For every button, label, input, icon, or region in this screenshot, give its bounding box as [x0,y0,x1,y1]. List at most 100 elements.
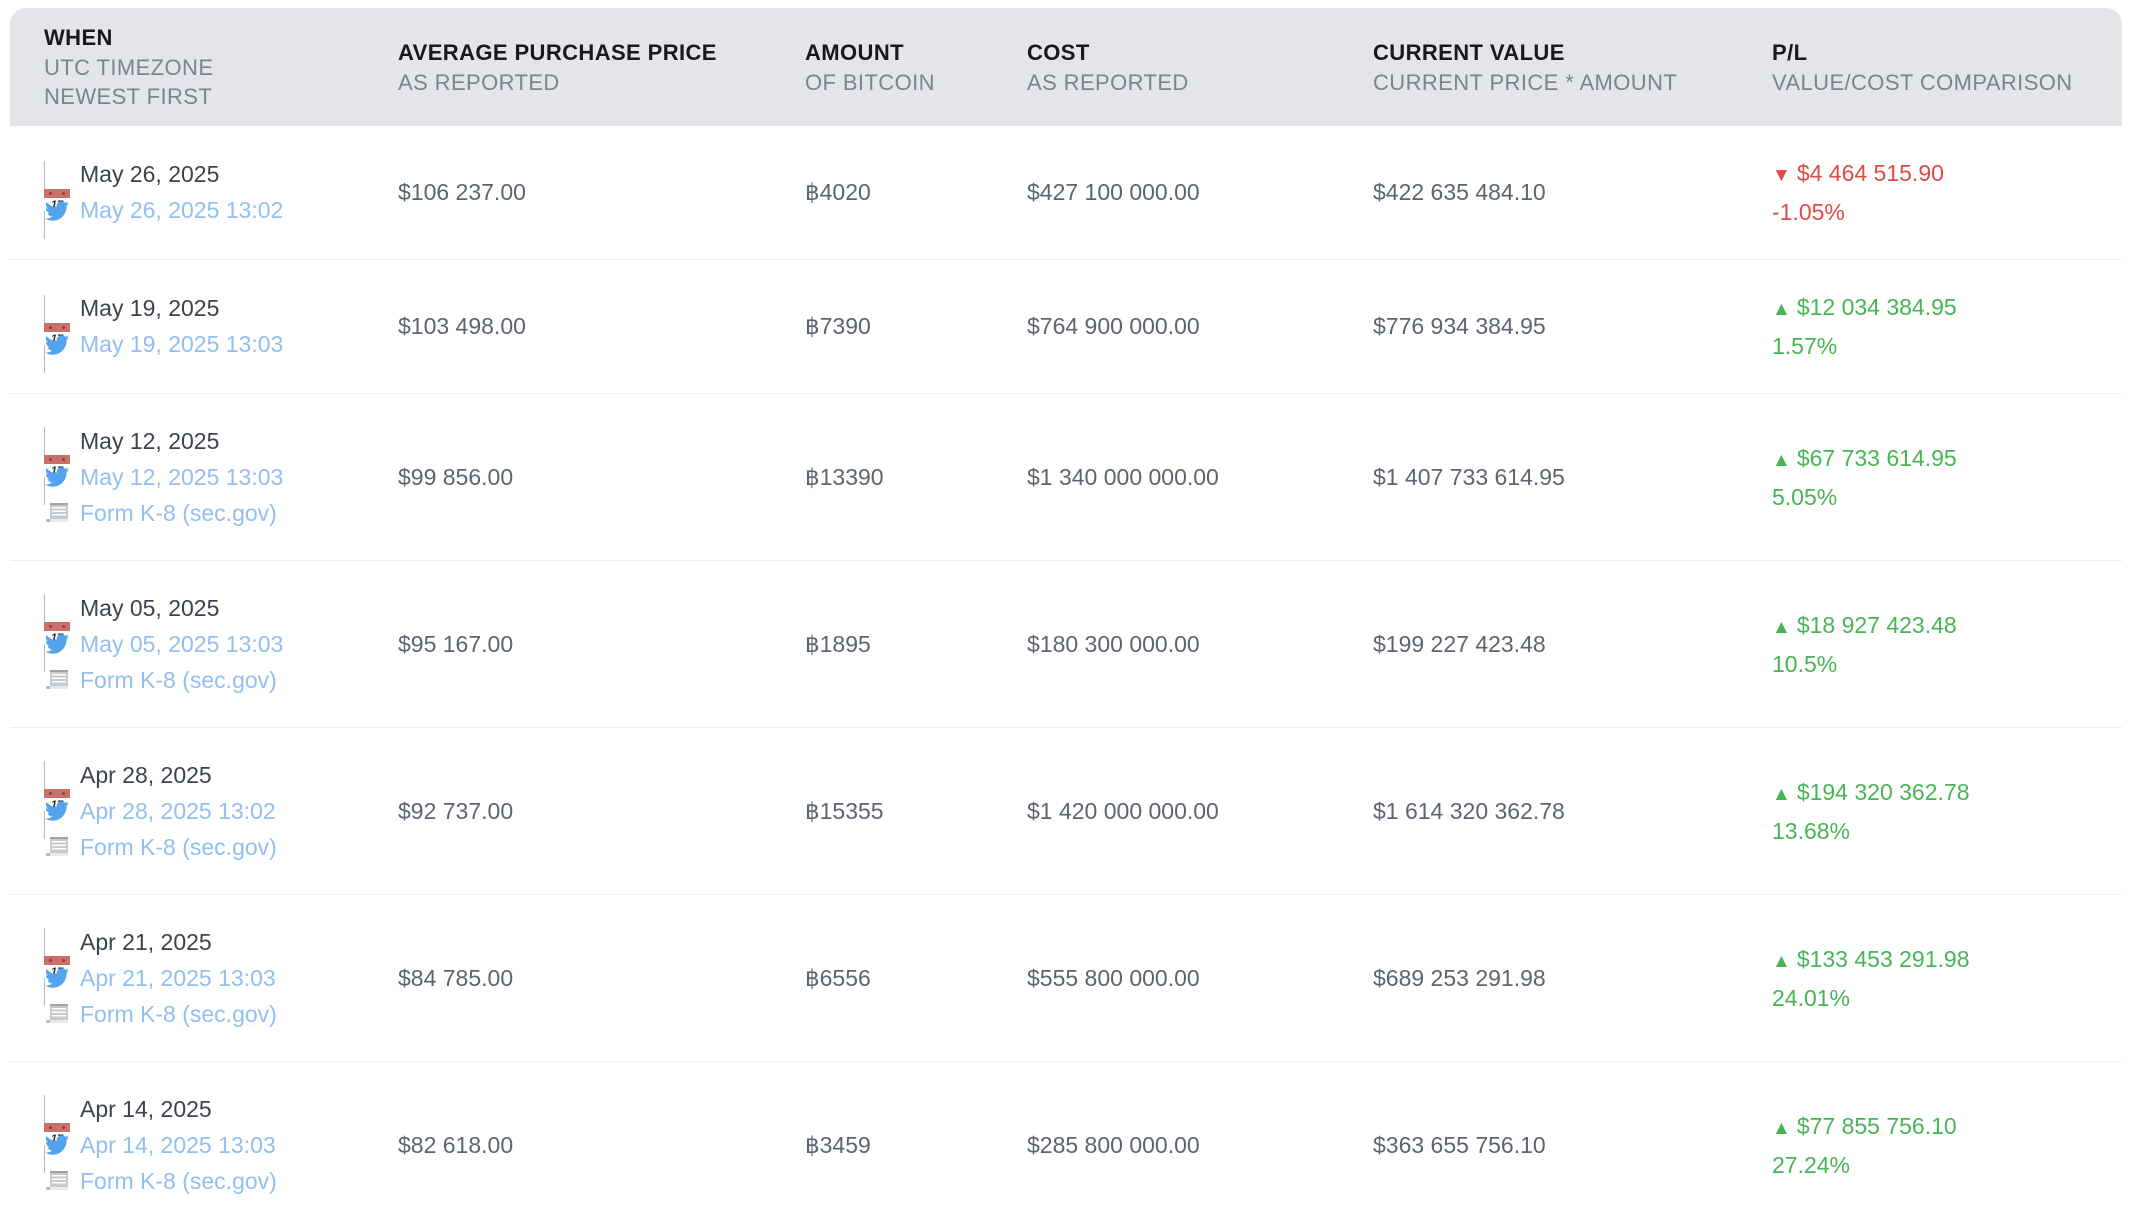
tweet-line: May 19, 2025 13:03 [44,327,398,363]
pl-amount-line: ▲ $67 733 614.95 [1772,440,2122,479]
calendar-icon: 17 [44,1095,70,1173]
sec-filing-link[interactable]: Form K-8 (sec.gov) [80,1000,277,1027]
table-row: 17 May 05, 2025 May 05, 2025 13:03 [10,560,2122,727]
date-line: 17 May 12, 2025 [44,423,398,505]
tweet-line: May 12, 2025 13:03 [44,459,398,495]
header-price-sub: AS REPORTED [398,69,560,95]
twitter-icon[interactable] [44,798,70,824]
current-value: $689 253 291.98 [1373,964,1546,991]
tweet-line: Apr 21, 2025 13:03 [44,960,398,996]
twitter-icon[interactable] [44,464,70,490]
table-body: 17 May 26, 2025 May 26, 2025 13:02 [10,126,2122,1228]
twitter-icon[interactable] [44,332,70,358]
avg-purchase-price: $103 498.00 [398,313,526,339]
pl-amount: $4 464 515.90 [1796,160,1944,186]
tweet-link[interactable]: Apr 21, 2025 13:03 [80,964,276,991]
tweet-line: Apr 14, 2025 13:03 [44,1127,398,1163]
sec-filing-link[interactable]: Form K-8 (sec.gov) [80,666,277,693]
document-icon [44,1001,70,1027]
document-icon [44,667,70,693]
header-avg-purchase-price: AVERAGE PURCHASE PRICE AS REPORTED [398,38,805,97]
twitter-icon[interactable] [44,198,70,224]
bitcoin-amount: ฿6556 [805,964,871,991]
pl-percent: 27.24% [1772,1151,1851,1178]
direction-triangle-icon: ▲ [1772,1117,1791,1139]
current-value: $1 407 733 614.95 [1373,463,1565,490]
header-value-sub: CURRENT PRICE * AMOUNT [1373,69,1678,95]
pl-percent: 24.01% [1772,984,1851,1011]
bitcoin-amount: ฿13390 [805,463,884,490]
tweet-link[interactable]: May 12, 2025 13:03 [80,463,284,490]
calendar-icon: 17 [44,160,70,239]
header-cost-sub: AS REPORTED [1027,69,1189,95]
cost: $555 800 000.00 [1027,964,1200,991]
bitcoin-amount: ฿7390 [805,313,871,339]
filing-line: Form K-8 (sec.gov) [44,996,398,1032]
current-value: $776 934 384.95 [1373,313,1546,339]
pl-amount-line: ▲ $12 034 384.95 [1772,289,2122,328]
cost: $1 420 000 000.00 [1027,797,1219,824]
date-line: 17 May 26, 2025 [44,157,398,239]
filing-line: Form K-8 (sec.gov) [44,662,398,698]
twitter-icon[interactable] [44,1132,70,1158]
document-icon [44,500,70,526]
purchase-date: Apr 21, 2025 [80,928,212,955]
header-pl: P/L VALUE/COST COMPARISON [1772,38,2122,97]
cost: $1 340 000 000.00 [1027,463,1219,490]
tweet-line: Apr 28, 2025 13:02 [44,793,398,829]
tweet-link[interactable]: Apr 28, 2025 13:02 [80,797,276,824]
date-line: 17 May 19, 2025 [44,291,398,373]
direction-triangle-icon: ▲ [1772,783,1791,805]
table-header: WHEN UTC TIMEZONE NEWEST FIRST AVERAGE P… [10,8,2122,126]
filing-line: Form K-8 (sec.gov) [44,495,398,531]
table-row: 17 May 12, 2025 May 12, 2025 13:03 [10,393,2122,560]
tweet-link[interactable]: May 19, 2025 13:03 [80,331,284,357]
pl-amount: $12 034 384.95 [1796,294,1957,320]
sec-filing-link[interactable]: Form K-8 (sec.gov) [80,499,277,526]
tweet-link[interactable]: May 26, 2025 13:02 [80,197,284,223]
twitter-icon[interactable] [44,631,70,657]
twitter-icon[interactable] [44,965,70,991]
pl-cell: ▲ $194 320 362.78 13.68% [1772,774,2122,849]
sec-filing-link[interactable]: Form K-8 (sec.gov) [80,833,277,860]
header-amount-title: AMOUNT [805,39,904,65]
when-cell: 17 May 12, 2025 May 12, 2025 13:03 [10,423,398,531]
header-pl-title: P/L [1772,39,1808,65]
header-value-title: CURRENT VALUE [1373,39,1565,65]
pl-cell: ▲ $67 733 614.95 5.05% [1772,440,2122,515]
pl-percent: 5.05% [1772,483,1838,510]
current-value: $363 655 756.10 [1373,1131,1546,1158]
pl-amount: $67 733 614.95 [1796,444,1957,471]
bitcoin-purchases-table: WHEN UTC TIMEZONE NEWEST FIRST AVERAGE P… [10,8,2122,1228]
when-cell: 17 May 19, 2025 May 19, 2025 13:03 [10,291,398,373]
when-cell: 17 Apr 28, 2025 Apr 28, 2025 13:02 [10,757,398,865]
when-cell: 17 May 26, 2025 May 26, 2025 13:02 [10,157,398,239]
filing-line: Form K-8 (sec.gov) [44,1163,398,1199]
table-row: 17 Apr 28, 2025 Apr 28, 2025 13:02 [10,727,2122,894]
filing-line: Form K-8 (sec.gov) [44,829,398,865]
sec-filing-link[interactable]: Form K-8 (sec.gov) [80,1167,277,1194]
pl-cell: ▲ $77 855 756.10 27.24% [1772,1108,2122,1183]
purchase-date: May 05, 2025 [80,594,220,621]
pl-percent: -1.05% [1772,199,1845,225]
date-line: 17 Apr 14, 2025 [44,1091,398,1173]
tweet-line: May 05, 2025 13:03 [44,626,398,662]
purchase-date: May 19, 2025 [80,295,220,321]
purchase-date: May 12, 2025 [80,427,220,454]
pl-amount-line: ▼ $4 464 515.90 [1772,155,2122,194]
header-when: WHEN UTC TIMEZONE NEWEST FIRST [10,23,398,111]
tweet-link[interactable]: Apr 14, 2025 13:03 [80,1131,276,1158]
header-amount-sub: OF BITCOIN [805,69,935,95]
tweet-link[interactable]: May 05, 2025 13:03 [80,630,284,657]
direction-triangle-icon: ▲ [1772,449,1791,471]
header-cost-title: COST [1027,39,1090,65]
pl-percent: 13.68% [1772,817,1851,844]
pl-amount: $77 855 756.10 [1796,1112,1957,1139]
purchase-date: Apr 28, 2025 [80,761,212,788]
table-row: 17 Apr 21, 2025 Apr 21, 2025 13:03 [10,894,2122,1061]
header-current-value: CURRENT VALUE CURRENT PRICE * AMOUNT [1373,38,1772,97]
pl-amount-line: ▲ $133 453 291.98 [1772,941,2122,980]
direction-triangle-icon: ▲ [1772,950,1791,972]
header-when-sub1: UTC TIMEZONE [44,55,214,80]
when-cell: 17 May 05, 2025 May 05, 2025 13:03 [10,590,398,698]
